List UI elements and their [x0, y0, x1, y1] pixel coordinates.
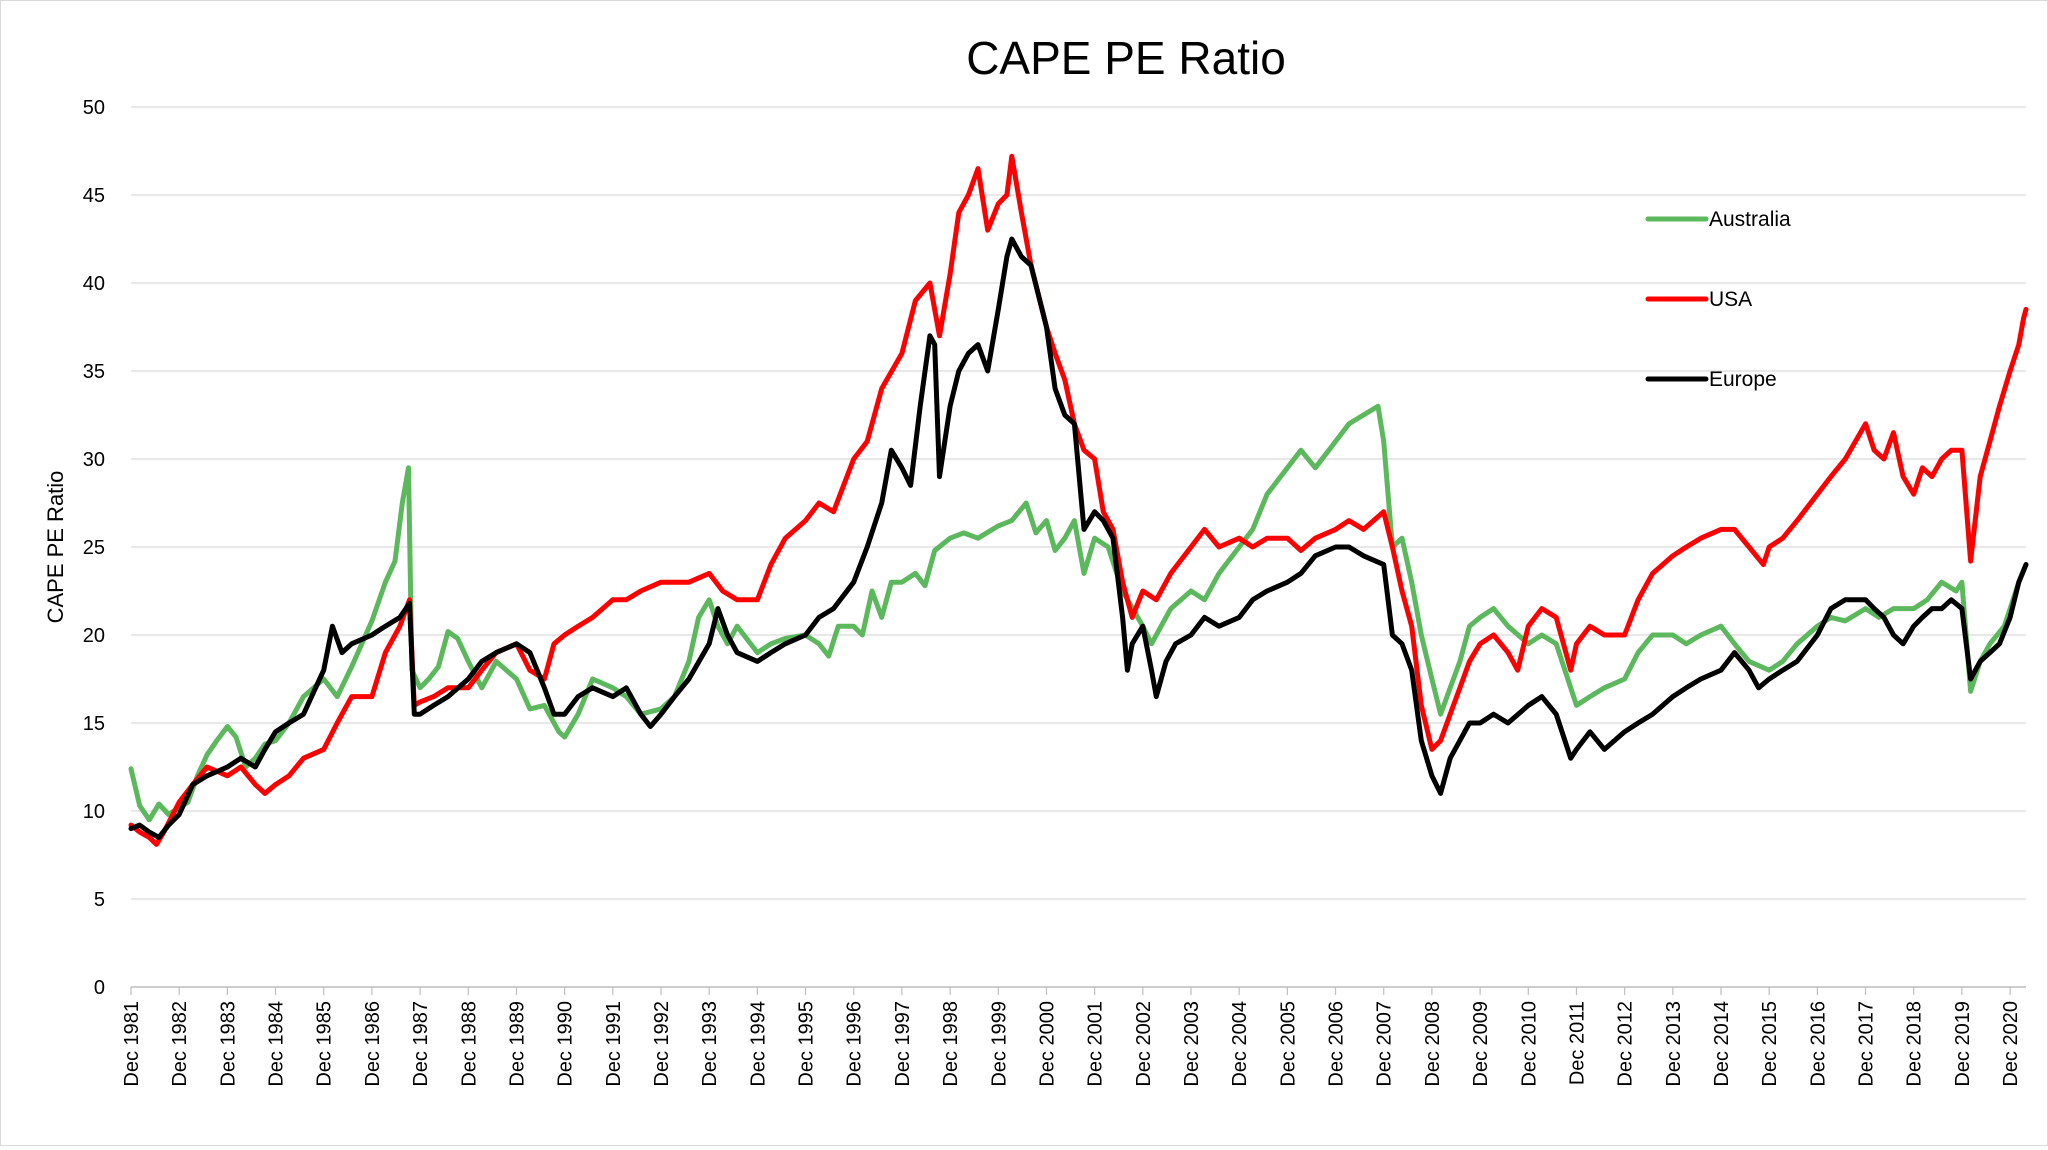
- x-tick-label: Dec 2012: [1615, 1001, 1637, 1087]
- x-tick-label: Dec 1990: [555, 1001, 577, 1087]
- y-tick-label: 15: [83, 713, 105, 735]
- y-tick-label: 30: [83, 449, 105, 471]
- x-tick-label: Dec 1998: [940, 1001, 962, 1087]
- x-tick-label: Dec 1988: [458, 1001, 480, 1087]
- x-tick-label: Dec 2003: [1181, 1001, 1203, 1087]
- x-tick-label: Dec 1994: [747, 1001, 769, 1087]
- x-tick-label: Dec 2004: [1229, 1001, 1251, 1087]
- x-tick-label: Dec 2015: [1759, 1001, 1781, 1087]
- x-tick-label: Dec 1981: [121, 1001, 143, 1087]
- x-tick-label: Dec 1997: [892, 1001, 914, 1087]
- x-tick-label: Dec 2020: [2000, 1001, 2022, 1087]
- x-tick-label: Dec 1987: [410, 1001, 432, 1087]
- y-tick-label: 25: [83, 537, 105, 559]
- x-tick-label: Dec 2011: [1566, 1001, 1588, 1085]
- x-tick-label: Dec 2018: [1904, 1001, 1926, 1087]
- series-lines: [128, 153, 2029, 847]
- x-tick-label: Dec 2016: [1807, 1001, 1829, 1087]
- x-tick-label: Dec 2000: [1036, 1001, 1058, 1087]
- y-tick-label: 40: [83, 273, 105, 295]
- x-tick-label: Dec 1995: [796, 1001, 818, 1087]
- x-tick-label: Dec 2014: [1711, 1001, 1733, 1087]
- x-tick-label: Dec 2013: [1663, 1001, 1685, 1087]
- series-line-usa: [128, 153, 2029, 847]
- y-tick-label: 45: [83, 185, 105, 207]
- y-tick-label: 10: [83, 801, 105, 823]
- legend-item-australia: Australia: [1645, 208, 1791, 231]
- x-tick-label: Dec 2006: [1326, 1001, 1348, 1087]
- x-tick-label: Dec 1986: [362, 1001, 384, 1087]
- legend-label: USA: [1709, 288, 1752, 311]
- y-tick-label: 20: [83, 625, 105, 647]
- x-tick-label: Dec 1984: [266, 1001, 288, 1087]
- x-tick-label: Dec 2001: [1085, 1001, 1107, 1087]
- x-tick-label: Dec 2010: [1518, 1001, 1540, 1087]
- y-tick-label: 5: [94, 889, 105, 911]
- x-tick-label: Dec 2002: [1133, 1001, 1155, 1087]
- x-tick-label: Dec 2009: [1470, 1001, 1492, 1087]
- x-tick-label: Dec 1993: [699, 1001, 721, 1087]
- legend-label: Europe: [1709, 368, 1777, 391]
- legend-label: Australia: [1709, 208, 1791, 231]
- x-tick-label: Dec 1991: [603, 1001, 625, 1087]
- y-tick-label: 35: [83, 361, 105, 383]
- x-axis-ticks: Dec 1981 Dec 1982 Dec 1983 Dec 1984 Dec 1985…: [121, 987, 2022, 1087]
- x-tick-label: Dec 2008: [1422, 1001, 1444, 1087]
- x-tick-label: Dec 2019: [1952, 1001, 1974, 1087]
- chart-title: CAPE PE Ratio: [966, 32, 1286, 84]
- series-line-australia: [128, 403, 2029, 823]
- x-tick-label: Dec 1982: [169, 1001, 191, 1087]
- x-tick-label: Dec 1983: [217, 1001, 239, 1087]
- x-tick-label: Dec 1999: [988, 1001, 1010, 1087]
- x-tick-label: Dec 1989: [506, 1001, 528, 1087]
- x-tick-label: Dec 2007: [1374, 1001, 1396, 1087]
- x-tick-label: Dec 2017: [1856, 1001, 1878, 1087]
- legend: Australia USA Europe: [1645, 208, 1791, 391]
- x-tick-label: Dec 2005: [1277, 1001, 1299, 1087]
- y-axis-ticks: 0 5 10 15 20 25 30 35 40 45 50: [83, 97, 105, 999]
- y-tick-label: 50: [83, 97, 105, 119]
- x-tick-label: Dec 1985: [314, 1001, 336, 1087]
- legend-item-usa: USA: [1645, 288, 1752, 311]
- y-axis-label: CAPE PE Ratio: [43, 471, 68, 624]
- y-tick-label: 0: [94, 977, 105, 999]
- x-tick-label: Dec 1992: [651, 1001, 673, 1087]
- x-tick-label: Dec 1996: [844, 1001, 866, 1087]
- legend-item-europe: Europe: [1645, 368, 1777, 391]
- series-line-europe: [128, 236, 2029, 840]
